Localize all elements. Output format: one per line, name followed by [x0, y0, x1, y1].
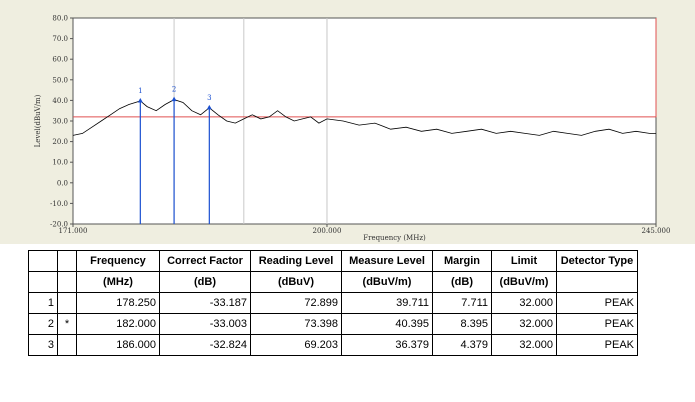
table-unit-row: (MHz) (dB) (dBuV) (dBuV/m) (dB) (dBuV/m): [28, 271, 638, 293]
x-tick-label: 171.000: [59, 227, 88, 235]
table-row: 2 * 182.000 -33.003 73.398 40.395 8.395 …: [28, 313, 638, 335]
row-mark: [57, 292, 77, 314]
marker-label: 1: [138, 87, 142, 95]
y-tick-label: 80.0: [52, 15, 68, 23]
row-no: 1: [28, 292, 58, 314]
row-correct-factor: -33.187: [159, 292, 251, 314]
row-frequency: 186.000: [76, 334, 160, 356]
marker-point: [206, 104, 212, 110]
row-no: 2: [28, 313, 58, 335]
x-tick-label: 245.000: [642, 227, 671, 235]
plot-area: [72, 17, 657, 225]
row-detector: PEAK: [556, 292, 638, 314]
row-limit: 32.000: [491, 292, 557, 314]
row-detector: PEAK: [556, 334, 638, 356]
unit-mark: [57, 271, 77, 293]
row-correct-factor: -32.824: [159, 334, 251, 356]
table-header-row: Frequency Correct Factor Reading Level M…: [28, 250, 638, 272]
y-axis-label: Level(dBuV/m): [34, 94, 42, 147]
header-margin: Margin: [432, 250, 492, 272]
measurement-trace: [72, 99, 656, 136]
unit-margin: (dB): [432, 271, 492, 293]
header-detector-type: Detector Type: [556, 250, 638, 272]
row-correct-factor: -33.003: [159, 313, 251, 335]
row-margin: 4.379: [432, 334, 492, 356]
unit-reading-level: (dBuV): [250, 271, 342, 293]
marker-label: 3: [207, 94, 211, 102]
row-limit: 32.000: [491, 313, 557, 335]
row-detector: PEAK: [556, 313, 638, 335]
table-row: 3 186.000 -32.824 69.203 36.379 4.379 32…: [28, 334, 638, 356]
header-reading-level: Reading Level: [250, 250, 342, 272]
row-frequency: 182.000: [76, 313, 160, 335]
unit-detector-type: [556, 271, 638, 293]
marker-point: [171, 96, 177, 102]
y-tick-label: 20.0: [52, 138, 68, 146]
y-tick-label: -10.0: [50, 200, 68, 208]
row-measure-level: 36.379: [341, 334, 433, 356]
row-reading-level: 69.203: [250, 334, 342, 356]
y-tick-label: 50.0: [52, 76, 68, 84]
header-no: [28, 250, 58, 272]
table-row: 1 178.250 -33.187 72.899 39.711 7.711 32…: [28, 292, 638, 314]
limit-line: [73, 18, 657, 118]
marker-label: 2: [172, 86, 176, 94]
y-tick-label: -20.0: [50, 221, 68, 229]
header-frequency: Frequency: [76, 250, 160, 272]
unit-correct-factor: (dB): [159, 271, 251, 293]
row-margin: 7.711: [432, 292, 492, 314]
y-tick-label: 70.0: [52, 35, 68, 43]
row-margin: 8.395: [432, 313, 492, 335]
header-measure-level: Measure Level: [341, 250, 433, 272]
row-no: 3: [28, 334, 58, 356]
row-measure-level: 40.395: [341, 313, 433, 335]
spectrum-chart: 80.0 70.0 60.0 50.0 40.0 30.0 20.0 10.0 0.0 -10.0…: [34, 15, 671, 243]
unit-no: [28, 271, 58, 293]
row-mark: *: [57, 313, 77, 335]
unit-measure-level: (dBuV/m): [341, 271, 433, 293]
x-tick-label: 200.000: [313, 227, 342, 235]
header-mark: [57, 250, 77, 272]
unit-frequency: (MHz): [76, 271, 160, 293]
header-correct-factor: Correct Factor: [159, 250, 251, 272]
row-reading-level: 72.899: [250, 292, 342, 314]
x-axis-label: Frequency (MHz): [363, 234, 426, 242]
y-tick-label: 40.0: [52, 97, 68, 105]
unit-limit: (dBuV/m): [491, 271, 557, 293]
marker-point: [137, 98, 143, 103]
row-mark: [57, 334, 77, 356]
row-frequency: 178.250: [76, 292, 160, 314]
header-limit: Limit: [491, 250, 557, 272]
y-tick-label: 60.0: [52, 56, 68, 64]
y-tick-label: 0.0: [57, 179, 68, 187]
spectrum-plot-panel: 80.0 70.0 60.0 50.0 40.0 30.0 20.0 10.0 0.0 -10.0…: [0, 0, 695, 244]
y-tick-label: 10.0: [52, 159, 68, 167]
row-reading-level: 73.398: [250, 313, 342, 335]
row-measure-level: 39.711: [341, 292, 433, 314]
results-table: Frequency Correct Factor Reading Level M…: [28, 250, 638, 356]
y-tick-label: 30.0: [52, 118, 68, 126]
row-limit: 32.000: [491, 334, 557, 356]
